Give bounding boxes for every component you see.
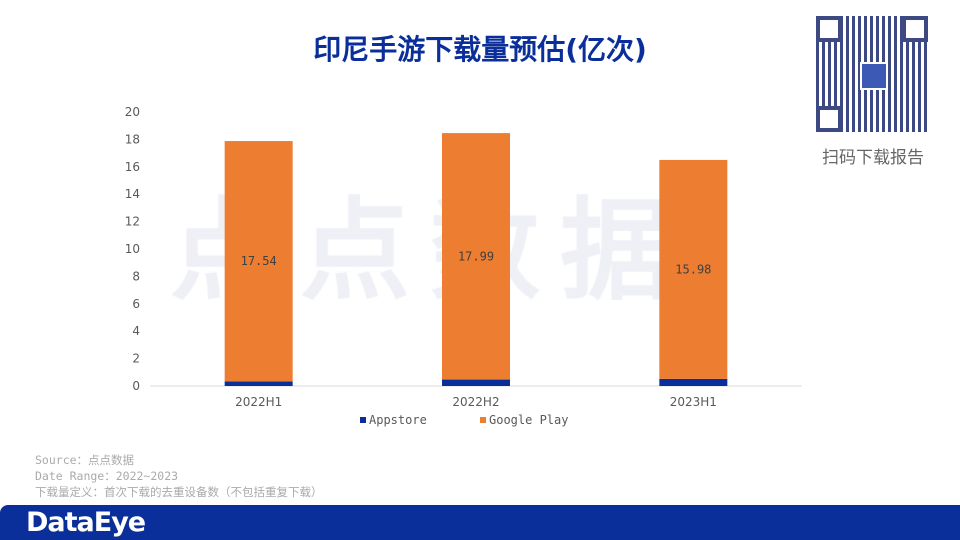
legend-swatch	[360, 417, 366, 423]
y-tick-label: 14	[125, 187, 140, 201]
chart-title: 印尼手游下载量预估(亿次)	[313, 33, 647, 66]
y-tick-label: 0	[132, 379, 140, 393]
data-label: 17.54	[241, 254, 277, 268]
bar-google-play	[659, 159, 728, 379]
qr-code[interactable]	[816, 16, 928, 132]
data-label: 17.99	[458, 249, 494, 263]
y-tick-label: 12	[125, 215, 140, 229]
dataeye-logo: DataEye	[26, 507, 146, 538]
bar-appstore	[659, 378, 728, 386]
note-source: Source：点点数据	[35, 453, 135, 467]
x-tick-label: 2023H1	[670, 395, 717, 409]
y-tick-label: 20	[125, 105, 140, 119]
bar-google-play	[224, 141, 293, 382]
legend-swatch	[480, 417, 486, 423]
y-tick-label: 18	[125, 132, 140, 146]
footer-bar: DataEye	[0, 505, 960, 540]
legend-label: Google Play	[489, 413, 568, 427]
note-date-range: Date Range：2022~2023	[35, 469, 179, 483]
x-tick-label: 2022H1	[235, 395, 282, 409]
y-tick-label: 2	[132, 352, 140, 366]
x-tick-label: 2022H2	[452, 395, 499, 409]
y-tick-label: 16	[125, 160, 140, 174]
notes: Source：点点数据 Date Range：2022~2023 下载量定义：首…	[35, 452, 323, 500]
bar-appstore	[224, 381, 293, 386]
y-tick-label: 8	[132, 269, 140, 283]
y-tick-label: 6	[132, 297, 140, 311]
bar-google-play	[442, 133, 510, 380]
note-definition: 下载量定义：首次下载的去重设备数（不包括重复下载）	[35, 485, 323, 499]
legend-label: Appstore	[369, 413, 427, 427]
data-label: 15.98	[675, 262, 711, 276]
qr-label: 扫码下载报告	[822, 148, 924, 168]
y-tick-label: 4	[132, 324, 140, 338]
bar-appstore	[442, 379, 510, 386]
y-tick-label: 10	[125, 242, 140, 256]
